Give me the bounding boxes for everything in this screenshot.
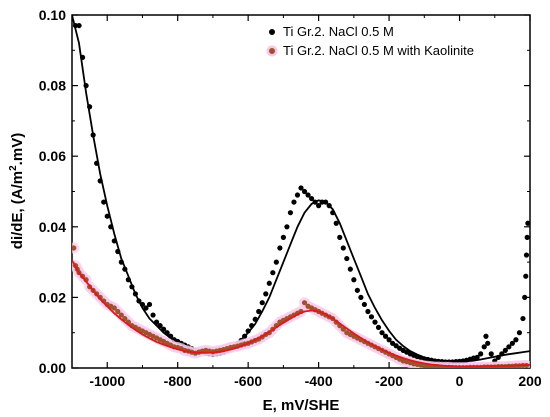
- series-1-point: [104, 213, 110, 219]
- series-layer: [72, 15, 530, 368]
- x-tick-label: 0: [456, 373, 464, 389]
- series-1-point: [301, 188, 308, 195]
- legend-marker: [269, 29, 275, 35]
- series-1-point: [316, 203, 322, 209]
- series-1-point: [488, 351, 494, 357]
- series-1-point: [525, 220, 530, 226]
- series-1-point: [351, 277, 357, 283]
- y-tick-labels: 0.00 0.02 0.04 0.06 0.08 0.10: [39, 7, 66, 376]
- series-1-point: [344, 255, 350, 262]
- series-1-point: [146, 301, 153, 308]
- series-1-point: [273, 259, 279, 265]
- series-1-point: [263, 291, 269, 297]
- series-1-point: [478, 351, 484, 357]
- x-tick-label: -400: [305, 373, 333, 389]
- y-axis-title: di/dE, (A/m2.mV): [8, 133, 26, 249]
- series-1-point: [368, 314, 375, 320]
- series-1-point: [513, 337, 519, 343]
- series-2-point: [122, 315, 128, 322]
- series-1-point: [298, 185, 304, 191]
- series-1-point: [150, 312, 156, 318]
- y-axis-title-tail: .mV): [9, 133, 26, 166]
- series-1-point: [509, 340, 515, 346]
- series-1-point: [143, 305, 149, 311]
- series-1-point: [305, 192, 311, 198]
- series-1-point: [375, 324, 382, 331]
- series-1-point: [287, 210, 294, 216]
- y-tick-label: 0.06: [39, 148, 66, 164]
- series-1-point: [524, 234, 530, 240]
- series-1-point: [277, 245, 283, 251]
- series-1-point: [284, 224, 290, 230]
- legend-label: Ti Gr.2. NaCl 0.5 M with Kaolinite: [283, 43, 474, 58]
- x-tick-label: 200: [518, 373, 542, 389]
- series-2-point: [111, 305, 117, 311]
- x-tick-label: -1000: [89, 373, 125, 389]
- series-1-point: [523, 252, 530, 258]
- series-1-point: [76, 22, 82, 29]
- series-1-point: [483, 333, 489, 339]
- series-1-point: [485, 340, 491, 346]
- series-2-point: [72, 245, 77, 251]
- series-2-fit-line: [72, 259, 530, 368]
- series-1-point: [101, 199, 107, 205]
- series-1-point: [280, 234, 286, 240]
- series-1-point: [386, 337, 392, 343]
- series-1-point: [256, 308, 262, 315]
- series-1-point: [516, 330, 523, 336]
- x-tick-label: -200: [375, 373, 403, 389]
- series-1-point: [523, 273, 529, 279]
- series-1-point: [294, 192, 301, 198]
- series-1-fit-line: [72, 15, 530, 363]
- series-1-point: [520, 315, 526, 322]
- series-2-point: [301, 300, 308, 306]
- series-1-point: [259, 300, 265, 306]
- y-tick-label: 0.04: [39, 219, 66, 235]
- series-1-point: [372, 319, 378, 325]
- y-tick-label: 0.00: [39, 360, 66, 376]
- series-1-point: [474, 354, 480, 361]
- legend: Ti Gr.2. NaCl 0.5 M Ti Gr.2. NaCl 0.5 M w…: [266, 24, 474, 58]
- series-1-point: [291, 199, 297, 205]
- x-axis-title: E, mV/SHE: [263, 397, 340, 414]
- series-1-point: [270, 270, 276, 276]
- series-1-point: [354, 287, 360, 293]
- series-1-point: [340, 245, 346, 251]
- series-2-point: [115, 308, 121, 315]
- legend-label: Ti Gr.2. NaCl 0.5 M: [283, 24, 394, 39]
- series-1-point: [481, 344, 487, 350]
- series-1-point: [347, 266, 353, 272]
- y-tick-label: 0.02: [39, 289, 66, 305]
- y-tick-label: 0.10: [39, 7, 66, 23]
- series-1-point: [365, 308, 371, 315]
- x-tick-labels: -1000 -800 -600 -400 -200 0 200: [89, 373, 542, 389]
- series-1-point: [506, 344, 512, 350]
- y-axis-title-main: di/dE, (A/m: [9, 171, 26, 249]
- y-tick-label: 0.08: [39, 78, 66, 94]
- legend-marker: [269, 48, 275, 54]
- series-2: [72, 242, 530, 368]
- x-tick-label: -800: [164, 373, 192, 389]
- x-tick-label: -600: [234, 373, 262, 389]
- series-1-point: [308, 195, 315, 202]
- series-1-point: [522, 294, 528, 300]
- series-1-point: [379, 330, 385, 336]
- series-1-point: [358, 294, 364, 300]
- y-axis-title-sup: 2: [8, 165, 19, 171]
- series-1-point: [502, 347, 508, 353]
- series-2-point: [118, 312, 124, 318]
- series-1-point: [337, 234, 343, 240]
- series-1-point: [361, 301, 368, 308]
- series-1-point: [333, 220, 339, 226]
- series-1-point: [266, 280, 272, 286]
- series-1-point: [382, 333, 389, 339]
